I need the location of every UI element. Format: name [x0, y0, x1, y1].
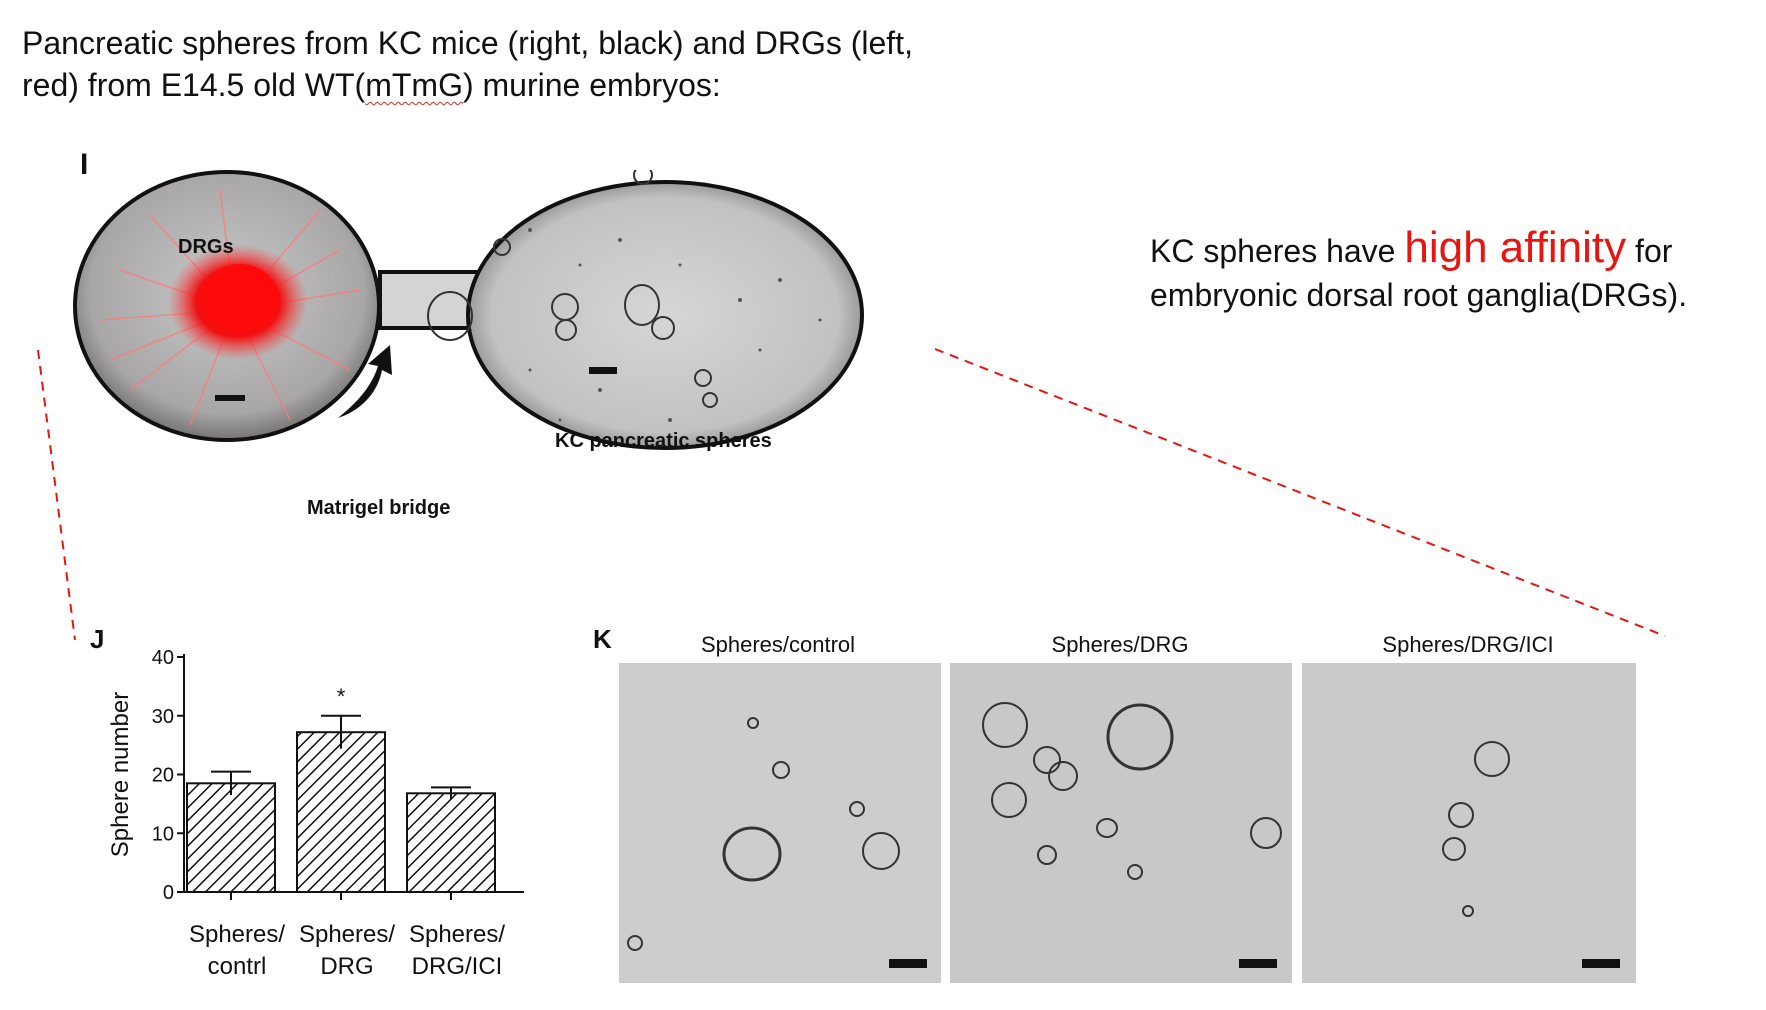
kc-spheres — [427, 170, 718, 408]
affinity-statement: KC spheres have high affinity for embryo… — [1150, 226, 1750, 317]
kc-label: KC pancreatic spheres — [555, 430, 772, 452]
spellcheck-word: mTmG — [365, 67, 463, 103]
category-label: Spheres/ — [409, 921, 505, 948]
bridge-arrow-icon — [338, 345, 392, 418]
significance-marker: * — [337, 684, 346, 709]
category-label: DRG/ICI — [412, 953, 503, 980]
drg-label: DRGs — [178, 236, 234, 258]
panel-i-letter: I — [80, 148, 89, 181]
micrograph-title-control: Spheres/control — [700, 632, 856, 657]
slide-title: Pancreatic spheres from KC mice (right, … — [22, 22, 1122, 106]
y-tick-label: 20 — [152, 765, 174, 787]
micrograph-title-drg: Spheres/DRG — [1051, 632, 1189, 657]
affinity-text-start: KC spheres have — [1150, 233, 1405, 269]
title-line-1: Pancreatic spheres from KC mice (right, … — [22, 25, 913, 61]
kc-dish — [466, 180, 864, 450]
title-line-2: red) from E14.5 old WT(mTmG) murine embr… — [22, 64, 1122, 106]
drg-scale-bar — [215, 395, 245, 401]
micrograph-drg-ici — [1302, 663, 1636, 983]
affinity-highlight: high affinity — [1404, 223, 1627, 272]
left-connector-line — [37, 349, 76, 641]
bridge-label: Matrigel bridge — [307, 497, 451, 519]
bar-1 — [186, 782, 276, 893]
panel-j-letter: J — [90, 624, 105, 654]
y-axis-label: Sphere number — [107, 692, 134, 857]
y-tick-label: 30 — [152, 706, 174, 728]
category-label: Spheres/ — [299, 921, 395, 948]
drg-core — [202, 264, 278, 332]
title-line-2-end: ) murine embryos: — [462, 67, 721, 103]
affinity-text-end: for embryonic dorsal root ganglia(DRGs). — [1150, 233, 1688, 313]
y-tick-label: 40 — [152, 647, 174, 669]
title-line-2-start: red) from E14.5 old WT( — [22, 67, 366, 103]
micrograph-control — [619, 663, 941, 983]
kc-scale-bar — [589, 367, 617, 374]
matrigel-bridge-figure — [73, 170, 864, 450]
y-tick-label: 10 — [152, 823, 174, 845]
y-tick-label: 0 — [163, 882, 174, 904]
category-label: DRG — [320, 953, 373, 980]
kc-debris — [528, 228, 822, 422]
sphere-bar-chart: 0 10 20 30 40 Sphere number Spheres/contrl * Sph… — [107, 647, 524, 980]
panel-k-letter: K — [593, 624, 612, 654]
category-label: contrl — [208, 953, 267, 980]
bar-2 — [296, 731, 386, 893]
category-label: Spheres/ — [189, 921, 285, 948]
bar-3 — [406, 792, 496, 893]
right-connector-line — [934, 348, 1666, 637]
scale-bar — [1239, 959, 1277, 968]
micrograph-drg — [950, 663, 1292, 983]
scale-bar — [889, 959, 927, 968]
scale-bar — [1582, 959, 1620, 968]
micrograph-title-drg-ici: Spheres/DRG/ICI — [1382, 632, 1554, 657]
